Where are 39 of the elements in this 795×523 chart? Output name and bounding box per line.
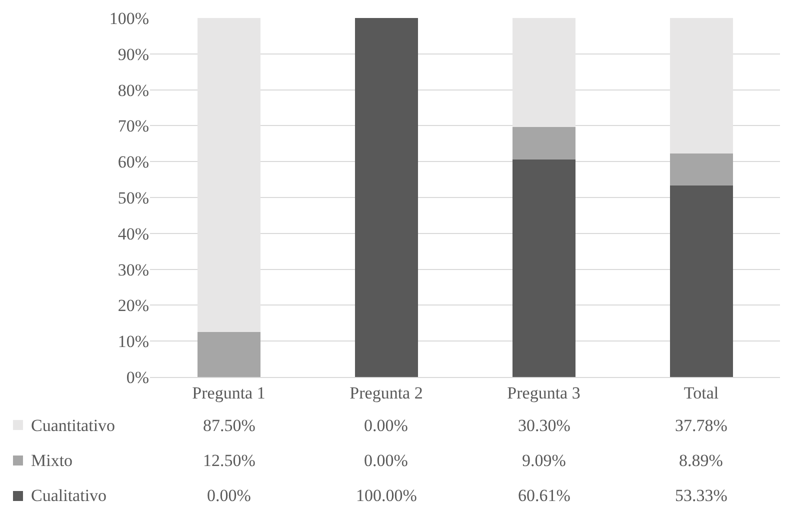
- y-tick-label: 100%: [109, 8, 149, 28]
- bar: [670, 18, 733, 154]
- y-tick-label: 30%: [118, 260, 149, 280]
- y-tick-label: 20%: [118, 296, 149, 316]
- y-tick-label: 80%: [118, 80, 149, 100]
- data-label: 8.89%: [679, 451, 723, 470]
- y-tick-label: 60%: [118, 152, 149, 172]
- data-label: 53.33%: [675, 486, 728, 505]
- data-label: 0.00%: [207, 486, 251, 505]
- legend-label: Cuantitativo: [31, 416, 116, 435]
- x-tick-label: Pregunta 3: [507, 383, 580, 402]
- y-tick-label: 50%: [118, 188, 149, 208]
- bar: [197, 18, 260, 332]
- bar: [197, 332, 260, 377]
- bar: [512, 18, 576, 127]
- data-label: 60.61%: [518, 486, 570, 505]
- x-tick-label: Pregunta 1: [192, 383, 266, 402]
- data-label: 9.09%: [522, 451, 566, 470]
- bar: [670, 154, 733, 186]
- y-tick-label: 40%: [118, 224, 149, 244]
- data-label: 0.00%: [364, 451, 408, 470]
- legend-label: Cualitativo: [31, 486, 107, 505]
- y-tick-label: 10%: [118, 332, 149, 352]
- data-label: 37.78%: [675, 416, 728, 435]
- data-label: 0.00%: [364, 416, 408, 435]
- x-tick-label: Total: [684, 383, 719, 402]
- data-label: 30.30%: [518, 416, 570, 435]
- data-label: 100.00%: [356, 486, 417, 505]
- data-label: 12.50%: [203, 451, 256, 470]
- bar: [512, 159, 576, 377]
- y-tick-label: 90%: [118, 44, 149, 64]
- bar: [670, 186, 733, 377]
- legend-label: Mixto: [31, 451, 73, 470]
- bar: [512, 126, 576, 160]
- x-tick-label: Pregunta 2: [350, 383, 423, 402]
- y-tick-label: 70%: [118, 116, 149, 136]
- data-label: 87.50%: [203, 416, 256, 435]
- bar: [354, 18, 418, 377]
- y-tick-label: 0%: [126, 368, 149, 387]
